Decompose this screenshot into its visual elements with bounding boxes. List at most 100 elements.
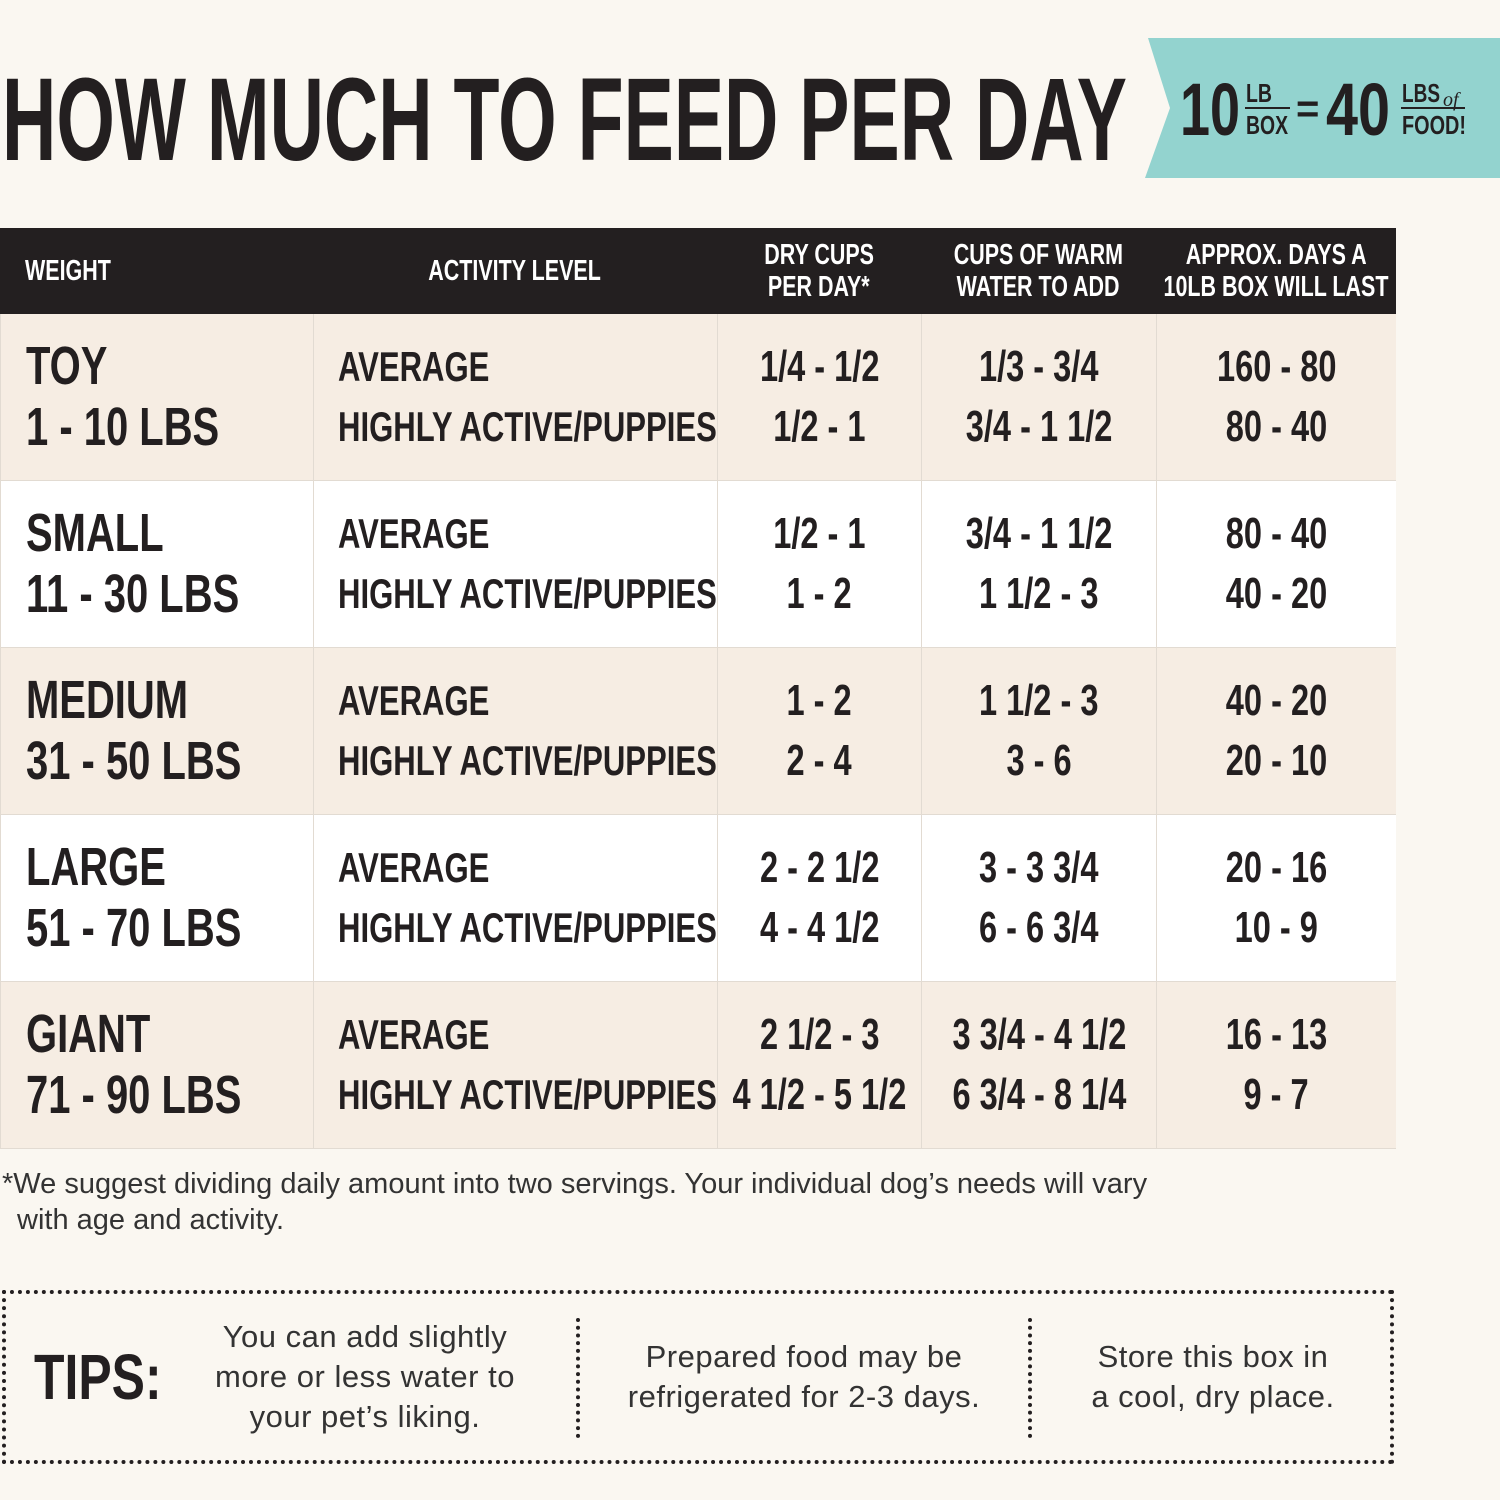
cell-text: 6 - 6 3/4 <box>979 903 1099 952</box>
cell-text: 51 - 70 LBS <box>26 898 242 958</box>
footnote-line: *We suggest dividing daily amount into t… <box>2 1168 1148 1200</box>
table-cell: AVERAGE HIGHLY ACTIVE/PUPPIES <box>313 314 717 481</box>
cell-text: DRY CUPS <box>764 239 874 271</box>
cell-text: APPROX. DAYS A <box>1185 239 1367 271</box>
cell-text: AVERAGE <box>338 343 490 390</box>
cell-text: 160 - 80 <box>1216 342 1337 391</box>
badge-number: 10 <box>1180 68 1240 151</box>
tips-label: TIPS: <box>34 1341 162 1413</box>
table-cell: 2 - 2 1/2 4 - 4 1/2 <box>717 815 921 982</box>
cell-text: 40 - 20 <box>1225 676 1328 725</box>
cell-text: AVERAGE <box>338 1011 490 1058</box>
cell-text: 1/4 - 1/2 <box>759 342 880 391</box>
table-cell: APPROX. DAYS A 10LB BOX WILL LAST <box>1156 228 1396 314</box>
table-cell: 40 - 20 20 - 10 <box>1156 648 1396 815</box>
cell-text: 3/4 - 1 1/2 <box>965 402 1113 451</box>
cell-text: 31 - 50 LBS <box>26 731 242 791</box>
tip-divider <box>1028 1318 1032 1438</box>
cell-text: 40 - 20 <box>1225 569 1328 618</box>
table-cell: 1 - 2 2 - 4 <box>717 648 921 815</box>
table-cell: AVERAGE HIGHLY ACTIVE/PUPPIES <box>313 815 717 982</box>
badge-equals: = <box>1296 87 1319 131</box>
cell-text: SMALL <box>26 503 164 563</box>
cell-text: 3 3/4 - 4 1/2 <box>952 1010 1126 1059</box>
table-cell: 3/4 - 1 1/2 1 1/2 - 3 <box>921 481 1156 648</box>
cell-text: 6 3/4 - 8 1/4 <box>952 1070 1126 1119</box>
table-cell: 1/3 - 3/4 3/4 - 1 1/2 <box>921 314 1156 481</box>
table-cell: AVERAGE HIGHLY ACTIVE/PUPPIES <box>313 982 717 1149</box>
cell-text: AVERAGE <box>338 844 490 891</box>
table-cell: 20 - 16 10 - 9 <box>1156 815 1396 982</box>
cell-text: 1 - 2 <box>786 569 853 618</box>
cell-text: 9 - 7 <box>1243 1070 1310 1119</box>
tip-line: You can add slightly <box>222 1319 508 1354</box>
cell-text: WATER TO ADD <box>957 271 1120 303</box>
tip: Prepared food may be refrigerated for 2-3… <box>580 1294 1028 1460</box>
cell-text: LARGE <box>26 837 166 897</box>
cell-text: 16 - 13 <box>1225 1010 1328 1059</box>
cell-text: AVERAGE <box>338 677 490 724</box>
cell-text: TOY <box>26 336 108 396</box>
badge-ribbon <box>1145 38 1500 178</box>
table-cell: 80 - 40 40 - 20 <box>1156 481 1396 648</box>
cell-text: 71 - 90 LBS <box>26 1065 242 1125</box>
table-cell: 2 1/2 - 3 4 1/2 - 5 1/2 <box>717 982 921 1149</box>
cell-text: 1 1/2 - 3 <box>979 676 1099 725</box>
table-cell: SMALL 11 - 30 LBS <box>0 481 313 648</box>
tip-line: your pet’s liking. <box>249 1399 481 1434</box>
cell-text: 3/4 - 1 1/2 <box>965 509 1113 558</box>
cell-text: WEIGHT <box>25 255 111 287</box>
footnote: *We suggest dividing daily amount into t… <box>2 1166 1147 1238</box>
cell-text: 3 - 3 3/4 <box>979 843 1099 892</box>
table-cell: 1/4 - 1/2 1/2 - 1 <box>717 314 921 481</box>
tip: You can add slightly more or less water t… <box>154 1294 576 1460</box>
cell-text: MEDIUM <box>26 670 189 730</box>
badge-unit: LB <box>1246 78 1272 108</box>
cell-text: 80 - 40 <box>1225 509 1328 558</box>
title: HOW MUCH TO FEED PER DAY <box>2 54 1127 186</box>
cell-text: 2 - 2 1/2 <box>759 843 880 892</box>
cell-text: 3 - 6 <box>1006 736 1072 785</box>
tips-box: TIPS: You can add slightly more or less wa… <box>2 1290 1394 1464</box>
tip-line: Prepared food may be <box>645 1339 963 1374</box>
cell-text: 1/2 - 1 <box>773 509 866 558</box>
table-cell: DRY CUPS PER DAY* <box>717 228 921 314</box>
tip-line: Store this box in <box>1097 1339 1329 1374</box>
table-cell: 3 - 3 3/4 6 - 6 3/4 <box>921 815 1156 982</box>
table-cell: WEIGHT <box>0 228 313 314</box>
cell-text: 20 - 16 <box>1225 843 1328 892</box>
tip-line: more or less water to <box>215 1359 515 1394</box>
cell-text: CUPS OF WARM <box>953 239 1124 271</box>
cell-text: 10 - 9 <box>1234 903 1319 952</box>
badge-unit: BOX <box>1246 110 1288 140</box>
tip-divider <box>576 1318 580 1438</box>
badge-unit: LBS <box>1402 78 1440 108</box>
table-cell: MEDIUM 31 - 50 LBS <box>0 648 313 815</box>
footnote-line: with age and activity. <box>17 1204 285 1236</box>
table-cell: 16 - 13 9 - 7 <box>1156 982 1396 1149</box>
cell-text: 10LB BOX WILL LAST <box>1163 271 1389 303</box>
cell-text: HIGHLY ACTIVE/PUPPIES <box>338 403 717 450</box>
cell-text: AVERAGE <box>338 510 490 557</box>
table-cell: 160 - 80 80 - 40 <box>1156 314 1396 481</box>
table-cell: CUPS OF WARM WATER TO ADD <box>921 228 1156 314</box>
cell-text: 1 1/2 - 3 <box>979 569 1099 618</box>
table-cell: ACTIVITY LEVEL <box>313 228 717 314</box>
cell-text: 20 - 10 <box>1225 736 1328 785</box>
cell-text: 1/3 - 3/4 <box>979 342 1099 391</box>
table-cell: LARGE 51 - 70 LBS <box>0 815 313 982</box>
badge-unit: FOOD! <box>1402 110 1466 140</box>
cell-text: ACTIVITY LEVEL <box>428 255 602 287</box>
cell-text: 4 1/2 - 5 1/2 <box>732 1070 907 1119</box>
table-cell: AVERAGE HIGHLY ACTIVE/PUPPIES <box>313 481 717 648</box>
cell-text: 1/2 - 1 <box>773 402 866 451</box>
table-cell: 1/2 - 1 1 - 2 <box>717 481 921 648</box>
cell-text: HIGHLY ACTIVE/PUPPIES <box>338 1071 717 1118</box>
header-art: HOW MUCH TO FEED PER DAY 10 LB BOX = 40 … <box>2 38 1500 186</box>
cell-text: 80 - 40 <box>1225 402 1328 451</box>
table-cell: TOY 1 - 10 LBS <box>0 314 313 481</box>
badge-number: 40 <box>1326 68 1390 151</box>
tip-line: a cool, dry place. <box>1091 1379 1335 1414</box>
cell-text: 11 - 30 LBS <box>26 564 240 624</box>
